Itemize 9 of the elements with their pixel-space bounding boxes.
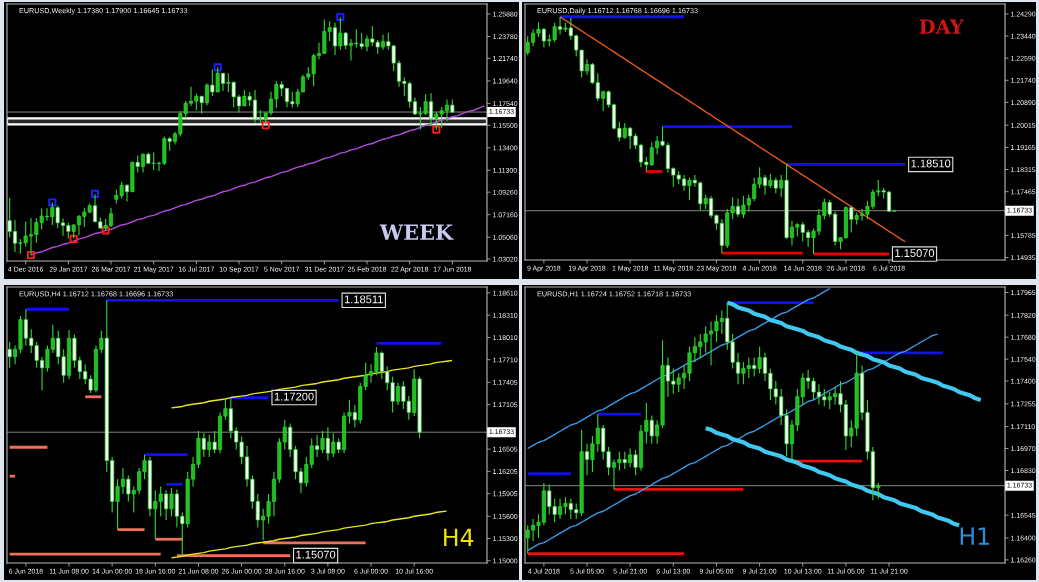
annotation: DAY [919, 19, 964, 34]
annotation: H4 [444, 528, 474, 547]
annotation: H1 [960, 527, 989, 545]
series-label: 1.15070 [895, 249, 935, 257]
series-label: 1.15070 [296, 550, 336, 559]
series-label: 1.18510 [911, 159, 951, 168]
series-label: 1.18511 [344, 295, 383, 304]
series-label: 1.17200 [274, 392, 314, 401]
annotation: WEEK [379, 224, 454, 240]
